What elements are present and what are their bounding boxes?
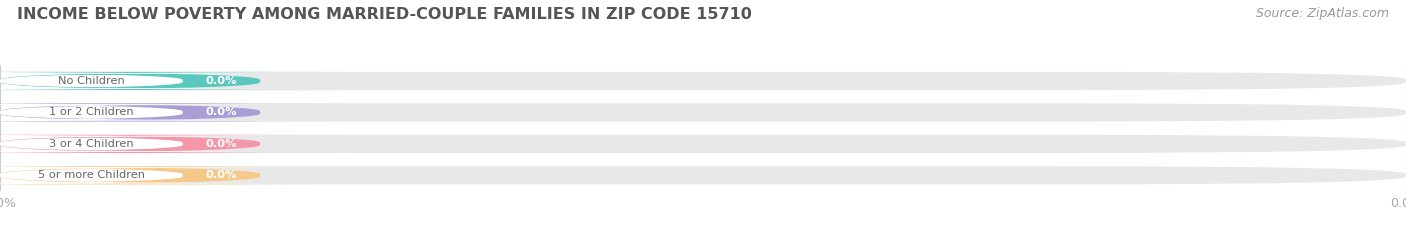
FancyBboxPatch shape	[0, 103, 352, 122]
Text: 1 or 2 Children: 1 or 2 Children	[49, 107, 134, 117]
Text: 3 or 4 Children: 3 or 4 Children	[49, 139, 134, 149]
FancyBboxPatch shape	[0, 135, 352, 153]
FancyBboxPatch shape	[0, 135, 1406, 153]
Text: Source: ZipAtlas.com: Source: ZipAtlas.com	[1256, 7, 1389, 20]
Text: 0.0%: 0.0%	[205, 170, 238, 180]
Text: 5 or more Children: 5 or more Children	[38, 170, 145, 180]
FancyBboxPatch shape	[0, 72, 352, 90]
FancyBboxPatch shape	[0, 73, 309, 89]
FancyBboxPatch shape	[0, 166, 1406, 185]
FancyBboxPatch shape	[0, 72, 1406, 90]
Text: 0.0%: 0.0%	[205, 107, 238, 117]
Text: 0.0%: 0.0%	[205, 139, 238, 149]
Text: INCOME BELOW POVERTY AMONG MARRIED-COUPLE FAMILIES IN ZIP CODE 15710: INCOME BELOW POVERTY AMONG MARRIED-COUPL…	[17, 7, 752, 22]
FancyBboxPatch shape	[0, 167, 309, 183]
Text: 0.0%: 0.0%	[205, 76, 238, 86]
FancyBboxPatch shape	[0, 166, 352, 185]
FancyBboxPatch shape	[0, 103, 1406, 122]
FancyBboxPatch shape	[0, 136, 309, 152]
Text: No Children: No Children	[58, 76, 125, 86]
FancyBboxPatch shape	[0, 104, 309, 120]
